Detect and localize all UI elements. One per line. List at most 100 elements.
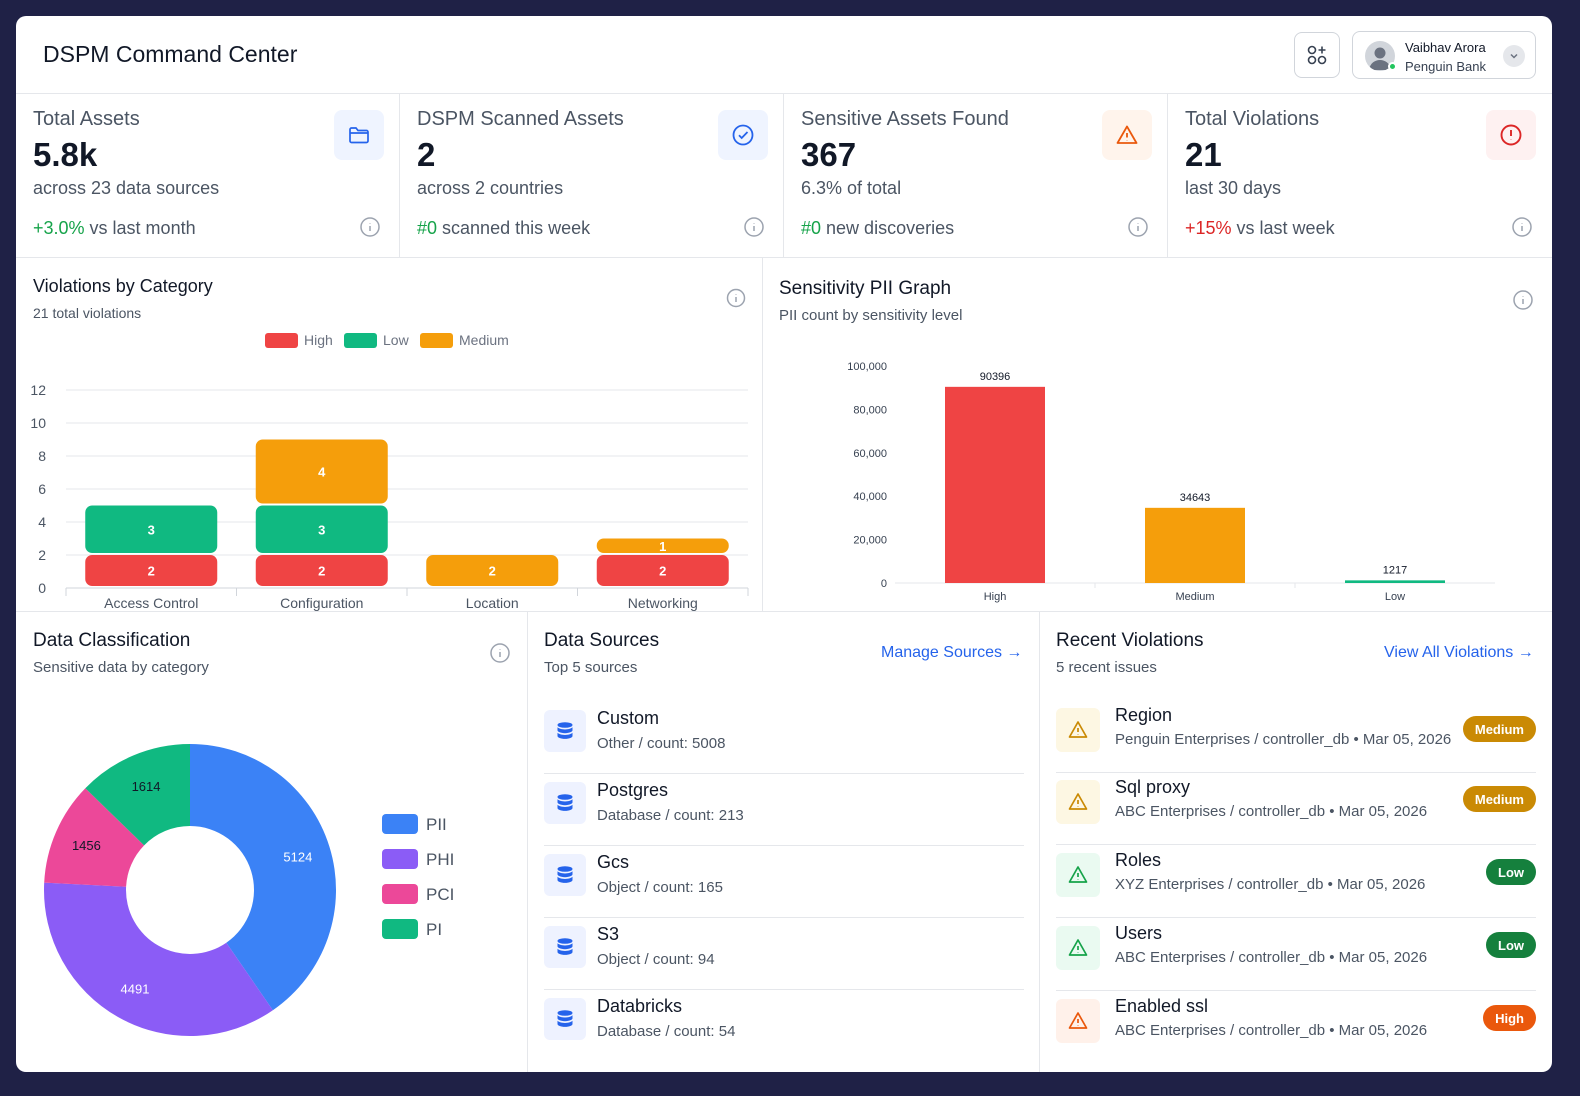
legend-item[interactable]: PCI: [382, 884, 454, 904]
warning-icon: [1056, 780, 1100, 824]
top-header: DSPM Command Center Vaibhav Arora Pengui…: [16, 16, 1552, 94]
bar-segment-medium[interactable]: [426, 555, 559, 586]
panel-title: Violations by Category: [33, 276, 213, 296]
legend-swatch: [382, 849, 418, 869]
list-item[interactable]: Postgres Database / count: 213: [544, 774, 1024, 846]
source-meta: Other / count: 5008: [597, 735, 726, 752]
legend-swatch: [265, 332, 298, 348]
stat-delta: #0: [801, 218, 822, 238]
bar-segment-high[interactable]: [85, 555, 218, 586]
info-icon[interactable]: [725, 287, 747, 309]
list-item[interactable]: Enabled ssl ABC Enterprises / controller_…: [1056, 991, 1536, 1064]
info-icon[interactable]: [1127, 216, 1149, 238]
legend-item[interactable]: Low: [344, 332, 409, 348]
apps-button[interactable]: [1294, 32, 1340, 78]
database-icon: [544, 782, 586, 824]
info-icon[interactable]: [1511, 216, 1533, 238]
y-tick-label: 10: [30, 415, 46, 431]
bar-low[interactable]: [1345, 580, 1445, 583]
bar-high[interactable]: [945, 386, 1045, 583]
donut-slice-phi[interactable]: [43, 882, 273, 1036]
bar-value-label: 2: [148, 564, 155, 579]
y-tick-label: 2: [38, 547, 46, 563]
slice-value-label: 4491: [121, 982, 150, 997]
stat-subtext: last 30 days: [1185, 178, 1282, 198]
legend-label: PII: [426, 815, 447, 834]
legend-item[interactable]: PHI: [382, 849, 454, 869]
source-name: Gcs: [597, 852, 630, 872]
info-icon[interactable]: [743, 216, 765, 238]
panel-subtitle: 21 total violations: [33, 305, 142, 321]
stat-subtext: across 2 countries: [417, 178, 564, 198]
info-icon[interactable]: [359, 216, 381, 238]
severity-badge: Low: [1486, 932, 1536, 958]
panel-title: Sensitivity PII Graph: [779, 278, 952, 299]
panel-subtitle: PII count by sensitivity level: [779, 307, 963, 324]
legend-label: Medium: [459, 332, 509, 348]
stat-footer: #0 scanned this week: [417, 218, 590, 239]
list-item[interactable]: S3 Object / count: 94: [544, 918, 1024, 990]
list-item[interactable]: Databricks Database / count: 54: [544, 990, 1024, 1062]
data-sources-panel: Data Sources Top 5 sources Manage Source…: [528, 612, 1040, 1072]
view-all-violations-link[interactable]: View All Violations →: [1384, 644, 1534, 661]
violation-name: Roles: [1115, 850, 1162, 870]
bar-segment-low[interactable]: [85, 505, 218, 554]
source-meta: Object / count: 165: [597, 879, 723, 896]
info-icon[interactable]: [489, 642, 511, 664]
stat-footer: +3.0% vs last month: [33, 218, 196, 239]
donut-slice-pci[interactable]: [44, 788, 145, 887]
recent-violations-panel: Recent Violations 5 recent issues View A…: [1040, 612, 1552, 1072]
source-name: Databricks: [597, 996, 683, 1016]
bar-segment-medium[interactable]: [255, 439, 388, 504]
bar-segment-medium[interactable]: [596, 538, 729, 554]
violation-name: Enabled ssl: [1115, 996, 1209, 1016]
warning-icon: [1056, 853, 1100, 897]
bar-value-label: 1217: [1383, 564, 1407, 576]
panel-title: Data Sources: [544, 630, 660, 651]
database-icon: [544, 998, 586, 1040]
bar-value-label: 90396: [980, 371, 1011, 383]
bar-value-label: 2: [659, 564, 666, 579]
legend-item[interactable]: PII: [382, 814, 447, 834]
stat-delta-text: scanned this week: [437, 218, 591, 238]
list-item[interactable]: Gcs Object / count: 165: [544, 846, 1024, 918]
user-menu[interactable]: Vaibhav Arora Penguin Bank: [1352, 31, 1536, 79]
stat-delta-text: vs last week: [1231, 218, 1335, 238]
stat-delta: +3.0%: [33, 218, 85, 238]
severity-badge: High: [1483, 1005, 1536, 1031]
slice-value-label: 1614: [132, 779, 161, 794]
y-tick-label: 6: [38, 481, 46, 497]
legend-item[interactable]: High: [265, 332, 333, 348]
y-tick-label: 0: [881, 578, 887, 590]
donut-slice-pi[interactable]: [85, 744, 190, 846]
list-item[interactable]: Roles XYZ Enterprises / controller_db • M…: [1056, 845, 1536, 918]
stat-subtext: 6.3% of total: [801, 178, 902, 198]
x-tick-label: Access Control: [104, 595, 198, 611]
chevron-down-icon[interactable]: [1503, 45, 1525, 67]
legend-item[interactable]: Medium: [420, 332, 509, 348]
source-meta: Object / count: 94: [597, 951, 715, 968]
x-tick-label: Low: [1385, 591, 1405, 603]
bar-segment-low[interactable]: [255, 505, 388, 554]
list-item[interactable]: Custom Other / count: 5008: [544, 702, 1024, 774]
panel-title: Data Classification: [33, 630, 191, 651]
bar-medium[interactable]: [1145, 507, 1245, 583]
list-item[interactable]: Sql proxy ABC Enterprises / controller_db…: [1056, 772, 1536, 845]
panel-subtitle: Sensitive data by category: [33, 659, 209, 676]
stat-delta: #0: [417, 218, 438, 238]
legend-item[interactable]: PI: [382, 919, 442, 939]
list-item[interactable]: Region Penguin Enterprises / controller_d…: [1056, 700, 1536, 773]
bar-segment-high[interactable]: [596, 555, 729, 586]
list-item[interactable]: Users ABC Enterprises / controller_db • M…: [1056, 918, 1536, 991]
donut-slice-pii[interactable]: [190, 744, 336, 1011]
info-icon[interactable]: [1512, 289, 1534, 311]
bar-value-label: 34643: [1180, 492, 1211, 504]
stat-delta: +15%: [1185, 218, 1232, 238]
violations-by-category-panel: Violations by Category 21 total violatio…: [16, 258, 763, 612]
stat-value: 2: [417, 136, 436, 173]
manage-sources-link[interactable]: Manage Sources →: [881, 644, 1023, 661]
user-org: Penguin Bank: [1405, 59, 1486, 74]
legend-label: PCI: [426, 885, 454, 904]
bar-segment-high[interactable]: [255, 555, 388, 586]
x-tick-label: Medium: [1175, 591, 1214, 603]
